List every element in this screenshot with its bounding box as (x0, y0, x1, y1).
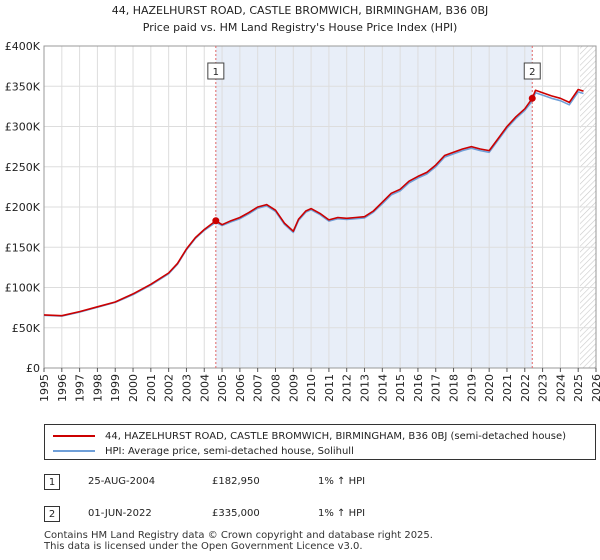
x-tick-label: 2003 (180, 374, 193, 402)
x-tick-label: 2007 (252, 374, 265, 402)
x-axis-ticks: 1995 1996 1997 1998 1999 2000 2001 2002 2003 2004… (38, 368, 600, 402)
x-tick-label: 2018 (448, 374, 461, 402)
y-tick-label: £50K (12, 322, 41, 335)
sale-label-number: 1 (213, 67, 219, 78)
legend-property-label: 44, HAZELHURST ROAD, CASTLE BROMWICH, BI… (105, 430, 567, 442)
legend-property-line (53, 435, 95, 437)
y-tick-label: £400K (5, 40, 41, 53)
x-tick-label: 1998 (91, 374, 104, 402)
x-tick-label: 2011 (323, 374, 336, 402)
x-tick-label: 2024 (554, 374, 567, 402)
sale-label-box (207, 62, 225, 80)
sale-row: 1 25-AUG-2004 £182,950 1% ↑ HPI (44, 474, 444, 494)
x-tick-label: 2014 (376, 374, 389, 402)
sale-number-badge: 2 (44, 506, 60, 522)
sale-point (212, 217, 220, 225)
price-chart: 44, HAZELHURST ROAD, CASTLE BROMWICH, BI… (5, 4, 600, 402)
x-tick-label: 2016 (412, 374, 425, 402)
sale-label-number: 2 (529, 67, 535, 78)
property-price-line (43, 88, 584, 317)
x-tick-label: 1995 (38, 374, 51, 402)
x-tick-label: 2001 (145, 374, 158, 402)
x-tick-label: 2025 (572, 374, 585, 402)
sale-hpi-change: 1% ↑ HPI (318, 476, 366, 487)
sale-price: £335,000 (212, 508, 260, 519)
x-tick-label: 2022 (519, 374, 532, 402)
x-tick-label: 2017 (430, 374, 443, 402)
x-tick-label: 2021 (501, 374, 514, 402)
x-tick-label: 2023 (537, 374, 550, 402)
legend-hpi-line (53, 450, 95, 452)
x-tick-label: 1999 (109, 374, 122, 402)
x-tick-label: 2013 (359, 374, 372, 402)
sale-date: 01-JUN-2022 (88, 508, 152, 519)
footer-line-licence: This data is licensed under the Open Gov… (44, 541, 363, 552)
x-tick-label: 2004 (198, 374, 211, 402)
x-tick-label: 1997 (74, 374, 87, 402)
sale-date: 25-AUG-2004 (88, 476, 156, 487)
x-tick-label: 2000 (127, 374, 140, 402)
x-tick-label: 2006 (234, 374, 247, 402)
sale-point (528, 94, 536, 102)
sale-hpi-change: 1% ↑ HPI (318, 508, 366, 519)
chart-title: 44, HAZELHURST ROAD, CASTLE BROMWICH, BI… (112, 4, 489, 17)
y-axis-ticks: £0 £50K £100K £150K £200K £250K £300K £350K £400… (5, 40, 41, 375)
y-tick-label: £200K (5, 201, 41, 214)
y-tick-label: £350K (5, 80, 41, 93)
x-tick-label: 2009 (287, 374, 300, 402)
x-tick-label: 2015 (394, 374, 407, 402)
plot-border (43, 45, 597, 369)
x-tick-label: 1996 (56, 374, 69, 402)
y-tick-label: £300K (5, 121, 41, 134)
x-tick-label: 2020 (483, 374, 496, 402)
x-tick-label: 2010 (305, 374, 318, 402)
y-tick-label: £0 (26, 362, 40, 375)
y-tick-label: £150K (5, 241, 41, 254)
x-tick-label: 2012 (341, 374, 354, 402)
sale-price: £182,950 (212, 476, 260, 487)
series-lines (43, 88, 584, 317)
chart-subtitle: Price paid vs. HM Land Registry's House … (143, 21, 458, 34)
legend-item-property: 44, HAZELHURST ROAD, CASTLE BROMWICH, BI… (53, 429, 566, 443)
x-tick-label: 2019 (465, 374, 478, 402)
y-tick-label: £250K (5, 161, 41, 174)
x-tick-label: 2005 (216, 374, 229, 402)
x-tick-label: 2008 (269, 374, 282, 402)
legend: 44, HAZELHURST ROAD, CASTLE BROMWICH, BI… (44, 424, 596, 460)
legend-hpi-label: HPI: Average price, semi-detached house,… (105, 445, 354, 457)
sale-row: 2 01-JUN-2022 £335,000 1% ↑ HPI (44, 506, 444, 526)
sale-number-badge: 1 (44, 474, 60, 490)
footer-attribution: Contains HM Land Registry data © Crown c… (44, 530, 433, 552)
x-tick-label: 2026 (590, 374, 600, 402)
grid-lines (43, 45, 597, 369)
sale-label-box (523, 62, 541, 80)
y-tick-label: £100K (5, 282, 41, 295)
legend-item-hpi: HPI: Average price, semi-detached house,… (53, 444, 354, 458)
footer-line-copyright: Contains HM Land Registry data © Crown c… (44, 530, 433, 541)
x-tick-label: 2002 (163, 374, 176, 402)
